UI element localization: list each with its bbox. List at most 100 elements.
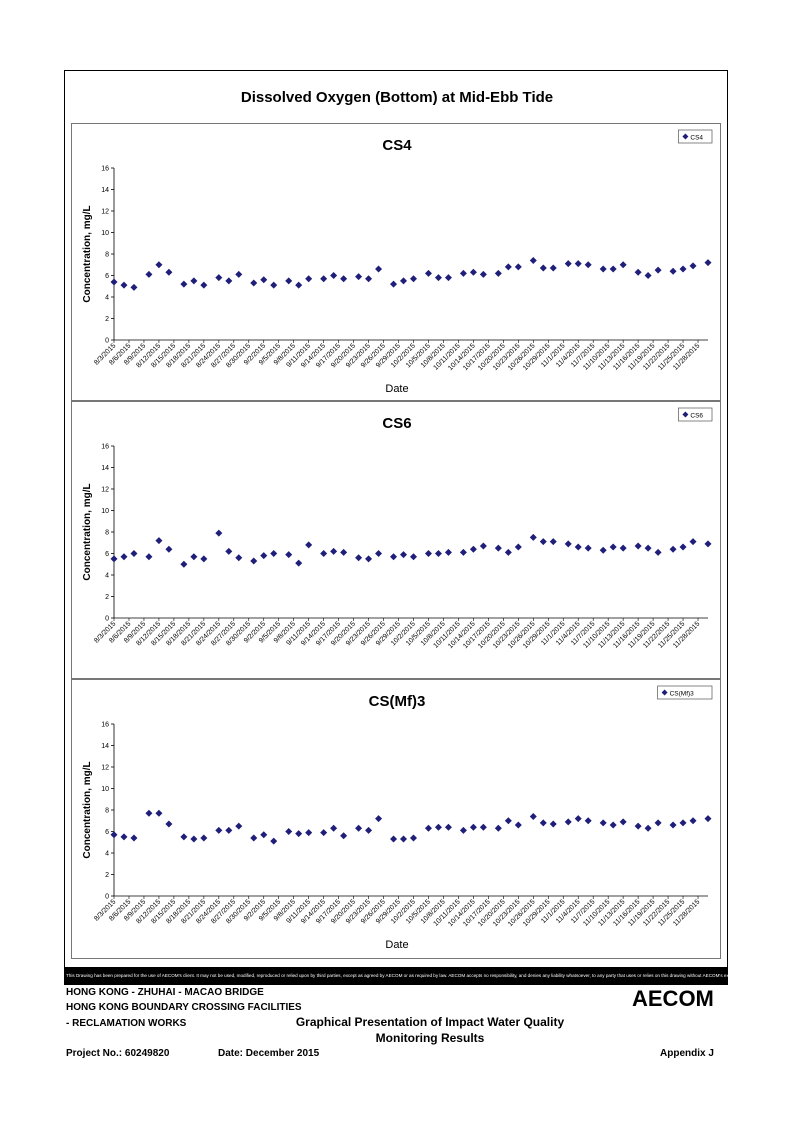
data-point bbox=[120, 833, 128, 841]
data-point bbox=[250, 279, 258, 287]
data-point bbox=[689, 262, 697, 270]
data-point bbox=[375, 550, 383, 557]
data-point bbox=[155, 537, 163, 545]
data-point bbox=[564, 818, 572, 826]
legend-label: CS6 bbox=[690, 412, 703, 419]
data-point bbox=[235, 270, 243, 278]
footer-heading1: Graphical Presentation of Impact Water Q… bbox=[295, 1015, 565, 1029]
data-point bbox=[669, 821, 677, 829]
data-point bbox=[539, 819, 547, 827]
footer-appendix: Appendix J bbox=[660, 1048, 714, 1059]
data-point bbox=[215, 826, 223, 834]
x-axis-label: Date bbox=[385, 939, 408, 951]
data-point bbox=[539, 264, 547, 272]
data-point bbox=[365, 555, 373, 563]
data-point bbox=[634, 542, 642, 550]
data-point bbox=[409, 834, 417, 842]
y-tick-label: 12 bbox=[101, 765, 109, 772]
data-point bbox=[549, 820, 557, 828]
chart-panel-csmf3: CS(Mf)3 0 2 4 6 8 10 12 14 16 8/3/2015 8/6/2015 8/9/… bbox=[71, 679, 721, 959]
data-point bbox=[215, 274, 223, 282]
data-point bbox=[514, 263, 522, 271]
data-point bbox=[609, 265, 617, 273]
data-point bbox=[215, 529, 223, 537]
data-point bbox=[564, 260, 572, 268]
data-point bbox=[619, 544, 627, 552]
data-point bbox=[494, 544, 502, 552]
data-point bbox=[599, 265, 607, 273]
data-point bbox=[165, 268, 173, 276]
data-point bbox=[120, 553, 128, 561]
data-point bbox=[235, 554, 243, 562]
legend-label: CS(Mf)3 bbox=[670, 690, 695, 697]
y-axis-label: Concentration, mg/L bbox=[82, 761, 93, 858]
data-point bbox=[110, 831, 118, 839]
data-point bbox=[270, 281, 278, 289]
data-point bbox=[469, 823, 477, 831]
data-point bbox=[295, 281, 303, 289]
data-point bbox=[514, 821, 522, 829]
data-point bbox=[444, 548, 452, 556]
data-point bbox=[574, 543, 582, 551]
data-point bbox=[599, 546, 607, 554]
data-point bbox=[295, 830, 303, 838]
data-point bbox=[469, 545, 477, 553]
data-point bbox=[330, 824, 338, 832]
data-point bbox=[340, 275, 348, 283]
y-tick-label: 2 bbox=[105, 872, 109, 879]
data-point bbox=[155, 809, 163, 817]
data-point bbox=[130, 550, 138, 557]
data-point bbox=[609, 821, 617, 829]
data-point bbox=[180, 833, 188, 841]
data-point bbox=[330, 272, 338, 279]
data-point bbox=[340, 832, 348, 840]
y-tick-label: 16 bbox=[101, 722, 109, 729]
data-point bbox=[469, 268, 477, 276]
data-point bbox=[320, 829, 328, 837]
chart-panel-cs6: CS6 0 2 4 6 8 10 12 14 16 8/3/2015 8/6/2015 8/9/2015… bbox=[71, 401, 721, 679]
data-point bbox=[704, 540, 712, 548]
data-point bbox=[444, 274, 452, 282]
x-axis-label: Date bbox=[385, 383, 408, 395]
data-point bbox=[225, 826, 233, 834]
y-tick-label: 14 bbox=[101, 187, 109, 194]
data-point bbox=[434, 550, 442, 557]
legend-label: CS4 bbox=[690, 134, 703, 141]
data-point bbox=[529, 256, 537, 264]
data-point bbox=[644, 544, 652, 552]
data-point bbox=[599, 819, 607, 827]
data-point bbox=[609, 543, 617, 551]
data-point bbox=[180, 280, 188, 288]
data-point bbox=[549, 538, 557, 546]
data-point bbox=[434, 823, 442, 831]
data-point bbox=[250, 557, 258, 565]
y-tick-label: 8 bbox=[105, 252, 109, 259]
data-point bbox=[375, 815, 383, 823]
data-point bbox=[235, 822, 243, 830]
data-point bbox=[459, 548, 467, 556]
data-point bbox=[260, 831, 268, 839]
y-tick-label: 10 bbox=[101, 230, 109, 237]
data-point bbox=[424, 550, 432, 557]
page-title: Dissolved Oxygen (Bottom) at Mid-Ebb Tid… bbox=[240, 89, 554, 106]
data-point bbox=[564, 540, 572, 548]
data-point bbox=[145, 553, 153, 561]
data-point bbox=[634, 268, 642, 276]
data-point bbox=[130, 834, 138, 842]
data-point bbox=[320, 550, 328, 557]
data-point bbox=[409, 553, 417, 561]
data-point bbox=[584, 261, 592, 269]
data-point bbox=[260, 552, 268, 560]
data-point bbox=[679, 543, 687, 551]
legend-marker bbox=[661, 689, 668, 696]
data-point bbox=[529, 812, 537, 820]
data-point bbox=[225, 547, 233, 555]
data-point bbox=[285, 277, 293, 285]
data-point bbox=[679, 819, 687, 827]
data-point bbox=[479, 542, 487, 550]
y-tick-label: 0 bbox=[105, 894, 109, 901]
y-tick-label: 6 bbox=[105, 551, 109, 558]
data-point bbox=[260, 276, 268, 284]
data-point bbox=[270, 550, 278, 557]
data-point bbox=[190, 553, 198, 561]
